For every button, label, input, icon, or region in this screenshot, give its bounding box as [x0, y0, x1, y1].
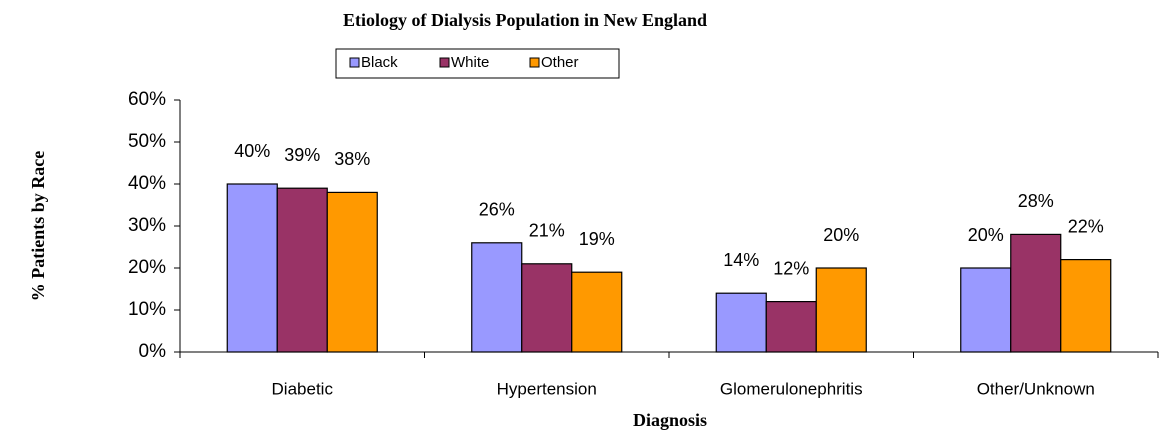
data-label: 20% — [968, 225, 1004, 245]
bar — [521, 263, 573, 353]
legend-swatch — [529, 57, 540, 68]
bar — [1010, 233, 1062, 353]
data-label: 12% — [773, 258, 809, 278]
data-label: 19% — [579, 229, 615, 249]
chart-title: Etiology of Dialysis Population in New E… — [343, 10, 707, 30]
data-label: 28% — [1018, 191, 1054, 211]
x-tick-label: Other/Unknown — [977, 379, 1095, 398]
bar — [960, 267, 1012, 353]
legend-label: Black — [361, 54, 398, 71]
x-axis-label: Diagnosis — [633, 410, 707, 430]
data-label: 21% — [529, 221, 565, 241]
y-tick-label: 40% — [128, 173, 166, 194]
legend-swatch — [349, 57, 360, 68]
y-axis-label: % Patients by Race — [28, 151, 48, 301]
data-label: 22% — [1068, 216, 1104, 236]
legend-label: Other — [541, 54, 579, 71]
y-tick-label: 10% — [128, 299, 166, 320]
data-label: 39% — [284, 145, 320, 165]
bar — [815, 267, 867, 353]
data-label: 20% — [823, 225, 859, 245]
data-label: 26% — [479, 200, 515, 220]
bar — [276, 187, 328, 353]
legend-swatch — [439, 57, 450, 68]
bar — [226, 183, 278, 353]
x-tick-label: Diabetic — [272, 379, 334, 398]
y-tick-label: 0% — [139, 341, 167, 362]
y-tick-label: 60% — [128, 89, 166, 110]
bar — [1060, 259, 1112, 353]
data-label: 38% — [334, 149, 370, 169]
bar — [715, 292, 767, 353]
y-tick-label: 20% — [128, 257, 166, 278]
data-label: 14% — [723, 250, 759, 270]
bar — [471, 242, 523, 353]
legend-box — [335, 48, 620, 79]
bar — [571, 271, 623, 353]
data-label: 40% — [234, 141, 270, 161]
x-tick-label: Glomerulonephritis — [720, 379, 863, 398]
bar — [765, 301, 817, 353]
x-tick-label: Hypertension — [497, 379, 597, 398]
legend-label: White — [451, 54, 489, 71]
y-tick-label: 30% — [128, 215, 166, 236]
y-tick-label: 50% — [128, 131, 166, 152]
bar — [326, 191, 378, 353]
